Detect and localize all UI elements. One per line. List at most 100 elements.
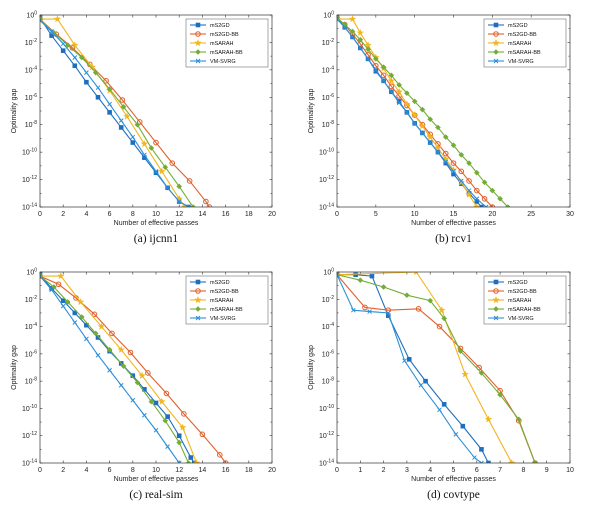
y-tick-label: 100 xyxy=(323,268,334,277)
point-marker xyxy=(72,310,78,316)
series-line xyxy=(40,20,189,207)
x-tick-label: 10 xyxy=(566,467,574,474)
point-marker xyxy=(415,306,422,312)
point-marker xyxy=(441,315,448,322)
point-marker xyxy=(420,130,425,136)
x-axis-label: Number of effective passes xyxy=(114,476,199,483)
x-tick-label: 18 xyxy=(245,211,253,218)
legend: mS2GD mS2GD-BB mSARAH mSARAH-BB VM-SVRG xyxy=(185,275,269,325)
point-marker xyxy=(396,82,403,88)
point-marker xyxy=(91,311,98,318)
point-marker xyxy=(84,79,89,85)
x-tick-label: 6 xyxy=(108,211,112,218)
point-marker xyxy=(186,178,193,184)
legend-entry: mS2GD xyxy=(210,23,230,29)
y-tick-label: 100 xyxy=(26,11,37,20)
point-marker xyxy=(357,45,363,51)
point-marker xyxy=(195,22,201,28)
point-marker xyxy=(92,69,99,76)
point-marker xyxy=(369,273,375,279)
point-marker xyxy=(473,169,480,176)
y-tick-label: 10-6 xyxy=(25,349,37,358)
point-marker xyxy=(148,145,155,151)
point-marker xyxy=(60,41,66,47)
y-tick-label: 10-4 xyxy=(322,65,334,74)
point-marker xyxy=(195,279,201,285)
point-marker xyxy=(107,110,112,115)
point-marker xyxy=(199,431,206,438)
x-tick-label: 5 xyxy=(374,211,378,218)
point-marker xyxy=(457,348,464,355)
point-marker xyxy=(71,41,79,49)
x-tick-label: 1 xyxy=(358,467,362,474)
point-marker xyxy=(178,423,187,431)
y-axis-label: Optimality gap xyxy=(11,89,18,134)
point-marker xyxy=(57,272,65,280)
x-tick-label: 2 xyxy=(61,211,65,218)
point-marker xyxy=(203,198,209,205)
point-marker xyxy=(337,16,340,22)
y-tick-label: 10-2 xyxy=(25,295,37,304)
point-marker xyxy=(97,322,106,330)
point-marker xyxy=(84,336,89,342)
point-marker xyxy=(458,152,465,158)
point-marker xyxy=(387,76,396,85)
y-tick-label: 10-8 xyxy=(25,377,37,386)
series-line xyxy=(40,275,189,463)
point-marker xyxy=(423,378,428,384)
x-tick-label: 12 xyxy=(175,467,183,474)
subfigure-caption: (a) ijcnn1 xyxy=(134,233,179,245)
point-marker xyxy=(107,101,112,107)
point-marker xyxy=(412,120,418,126)
point-marker xyxy=(165,444,170,449)
point-marker xyxy=(222,460,229,463)
legend-entry: mSARAH-BB xyxy=(508,307,541,313)
point-marker xyxy=(95,352,101,358)
point-marker xyxy=(493,22,499,28)
point-marker xyxy=(504,204,511,207)
point-marker xyxy=(404,292,410,299)
x-tick-label: 25 xyxy=(527,211,535,218)
series-group xyxy=(337,272,538,463)
point-marker xyxy=(450,142,457,149)
point-marker xyxy=(466,160,472,166)
point-marker xyxy=(403,100,411,108)
point-marker xyxy=(357,36,364,43)
point-marker xyxy=(396,100,402,106)
point-marker xyxy=(427,297,434,304)
point-marker xyxy=(190,204,197,207)
y-tick-label: 10-4 xyxy=(25,322,37,331)
x-tick-label: 0 xyxy=(335,467,339,474)
point-marker xyxy=(78,314,85,320)
x-tick-label: 6 xyxy=(108,467,112,474)
legend-entry: mS2GD-BB xyxy=(210,289,239,295)
point-marker xyxy=(380,72,387,79)
point-marker xyxy=(362,304,368,311)
point-marker xyxy=(493,31,499,37)
point-marker xyxy=(489,187,496,194)
point-marker xyxy=(474,187,480,194)
y-tick-label: 10-8 xyxy=(322,120,334,129)
x-tick-label: 8 xyxy=(521,467,525,474)
point-marker xyxy=(427,140,433,145)
legend-entry: mSARAH-BB xyxy=(508,50,541,56)
subfigure-caption: (b) rcv1 xyxy=(435,233,472,245)
legend-entry: mSARAH xyxy=(210,41,234,47)
point-marker xyxy=(385,310,391,316)
point-marker xyxy=(350,34,355,40)
point-marker xyxy=(195,31,201,37)
x-tick-label: 2 xyxy=(61,467,65,474)
point-marker xyxy=(484,415,493,423)
x-tick-label: 0 xyxy=(38,467,42,474)
point-marker xyxy=(76,298,85,306)
point-marker xyxy=(474,196,480,202)
point-marker xyxy=(158,397,166,405)
point-marker xyxy=(176,439,183,446)
point-marker xyxy=(175,194,183,202)
point-marker xyxy=(163,390,170,397)
x-tick-label: 6 xyxy=(475,467,479,474)
point-marker xyxy=(441,402,447,407)
x-tick-label: 30 xyxy=(566,211,574,218)
point-marker xyxy=(337,272,340,278)
legend-entry: mSARAH xyxy=(508,41,532,47)
